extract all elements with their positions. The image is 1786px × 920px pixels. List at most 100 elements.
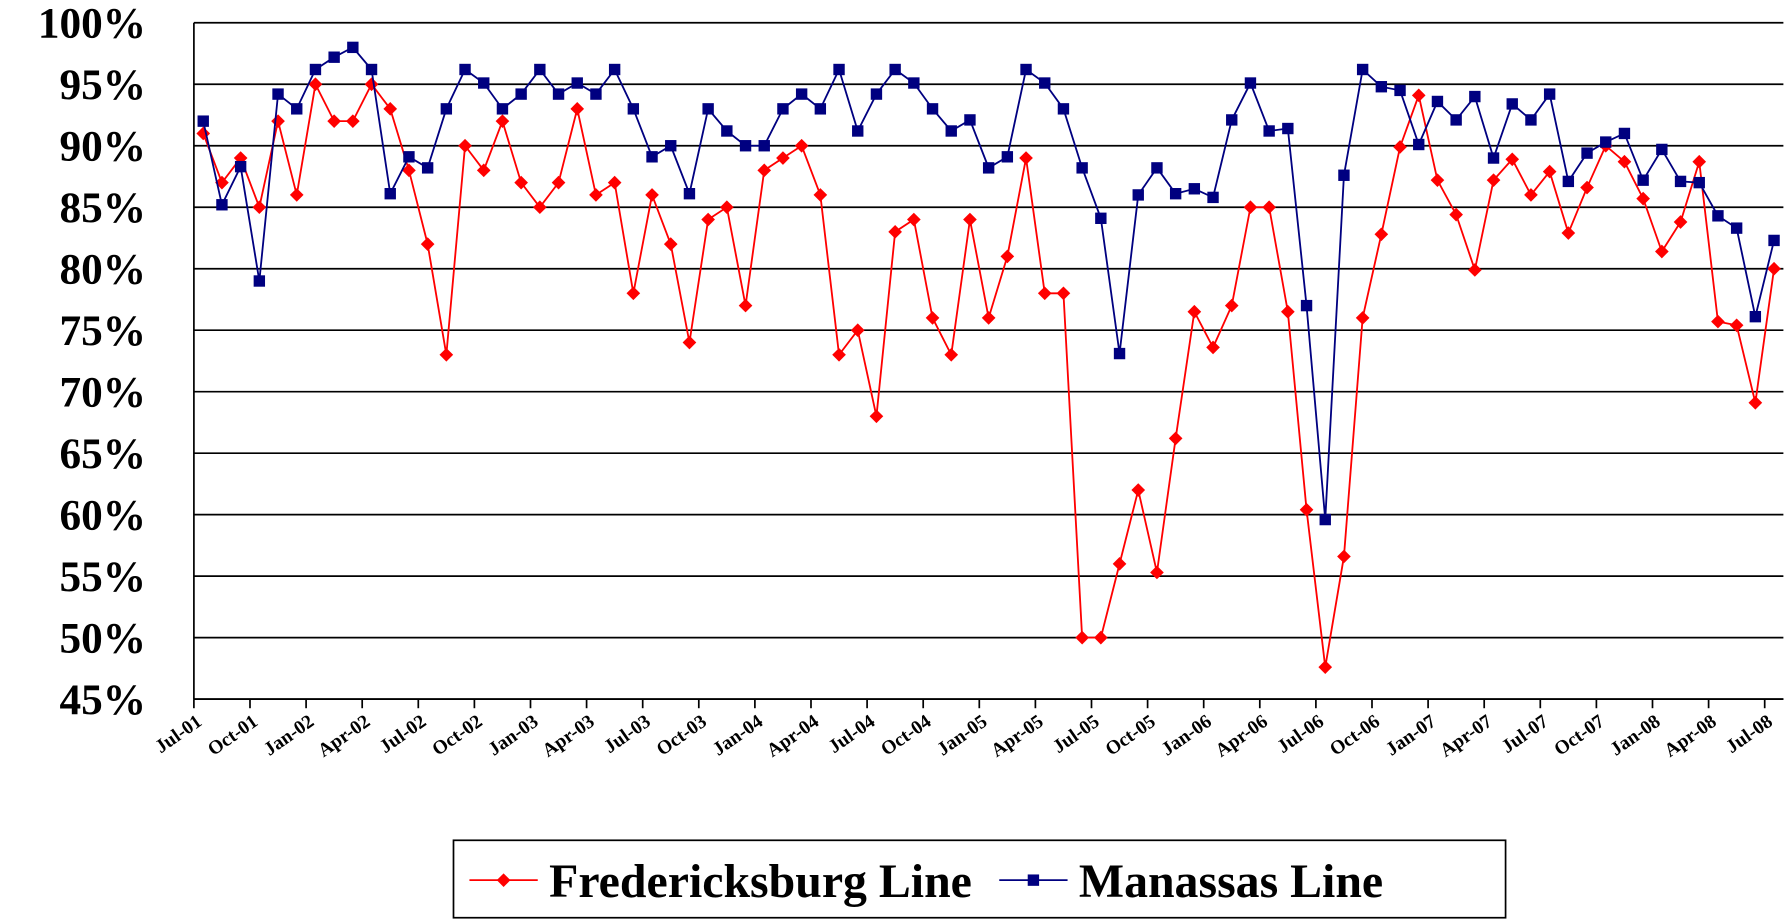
data-point — [1112, 557, 1127, 571]
data-point — [365, 63, 378, 76]
data-point — [1319, 513, 1331, 526]
data-point — [1469, 90, 1481, 103]
data-point — [683, 188, 696, 200]
x-tick-label: Oct-05 — [1102, 711, 1160, 760]
data-point — [850, 323, 865, 338]
x-tick-label: Oct-03 — [653, 711, 711, 760]
data-point — [720, 200, 734, 215]
data-point — [1673, 215, 1688, 229]
y-tick-label: 55% — [60, 553, 147, 601]
data-point — [1027, 874, 1040, 886]
data-point — [926, 103, 939, 115]
data-point — [1506, 98, 1518, 110]
data-point — [515, 88, 527, 100]
x-tick-label: Apr-05 — [987, 711, 1047, 762]
data-point — [889, 63, 901, 76]
data-point — [1655, 244, 1669, 259]
data-point — [1226, 114, 1238, 126]
x-tick-label: Jan-04 — [709, 711, 767, 760]
data-point — [476, 163, 491, 178]
data-point — [945, 125, 957, 137]
data-point — [1243, 200, 1258, 215]
x-tick-label: Jan-08 — [1607, 711, 1665, 760]
data-point — [1282, 122, 1294, 135]
data-point — [1431, 95, 1444, 108]
data-point — [1224, 298, 1239, 313]
x-tick-label: Jul-06 — [1274, 711, 1329, 758]
x-tick-label: Oct-07 — [1551, 711, 1609, 760]
data-point — [1561, 226, 1576, 240]
y-tick-label: 100% — [38, 0, 146, 48]
data-point — [459, 63, 471, 76]
data-point — [1187, 304, 1202, 319]
data-point — [1394, 84, 1406, 97]
data-point — [814, 103, 827, 115]
data-point — [1263, 125, 1275, 137]
data-point — [665, 140, 677, 152]
data-point — [794, 138, 809, 153]
data-point — [551, 175, 566, 190]
legend-label: Manassas Line — [1079, 855, 1383, 908]
data-point — [852, 125, 864, 137]
data-point — [757, 163, 772, 178]
series-line — [202, 46, 1775, 520]
x-tick-label: Jan-05 — [933, 711, 991, 760]
y-tick-label: 50% — [60, 614, 147, 662]
data-point — [1338, 169, 1350, 181]
data-point — [1711, 314, 1725, 329]
data-point — [589, 188, 603, 202]
data-point — [1542, 164, 1557, 179]
data-point — [1674, 175, 1687, 188]
data-point — [608, 63, 621, 76]
data-point — [327, 114, 341, 128]
y-tick-label: 70% — [60, 368, 147, 416]
data-point — [1468, 263, 1482, 277]
data-point — [1712, 210, 1724, 222]
y-tick-label: 65% — [60, 430, 147, 478]
data-point — [1131, 483, 1146, 497]
x-tick-label: Oct-02 — [429, 711, 487, 760]
data-point — [495, 114, 510, 128]
y-tick-label: 45% — [60, 676, 147, 724]
data-point — [534, 63, 546, 76]
y-tick-label: 60% — [60, 491, 147, 539]
y-tick-label: 85% — [60, 184, 147, 232]
data-point — [645, 188, 659, 202]
data-point — [1524, 188, 1538, 202]
data-point — [309, 63, 322, 76]
data-point — [514, 175, 528, 190]
data-point — [420, 237, 435, 251]
x-tick-label: Apr-04 — [763, 711, 823, 762]
data-point — [1244, 77, 1257, 89]
data-point — [1037, 286, 1052, 301]
data-point — [646, 151, 658, 163]
data-point — [1618, 127, 1631, 140]
data-point — [533, 200, 547, 215]
data-point — [1375, 81, 1388, 93]
data-point — [1693, 176, 1705, 189]
data-point — [908, 77, 920, 89]
data-point — [364, 77, 379, 92]
data-point — [1168, 431, 1183, 446]
data-point — [252, 200, 267, 215]
x-tick-label: Jan-02 — [260, 711, 318, 760]
data-point — [1056, 286, 1071, 301]
data-point — [1430, 173, 1445, 188]
data-point — [1206, 340, 1220, 355]
data-point — [1562, 175, 1575, 188]
data-point — [702, 103, 714, 115]
data-point — [795, 88, 808, 100]
data-point — [421, 162, 434, 174]
data-point — [721, 125, 733, 137]
legend-box — [452, 839, 1507, 919]
data-point — [1169, 188, 1182, 200]
x-tick-label: Jul-05 — [1049, 711, 1103, 758]
x-tick-label: Jul-02 — [376, 711, 430, 758]
data-point — [272, 88, 284, 100]
data-point — [1617, 154, 1632, 169]
data-point — [1076, 162, 1088, 174]
data-point — [291, 103, 303, 115]
data-point — [1486, 173, 1501, 188]
x-tick-label: Apr-07 — [1436, 711, 1496, 762]
data-point — [570, 102, 585, 116]
